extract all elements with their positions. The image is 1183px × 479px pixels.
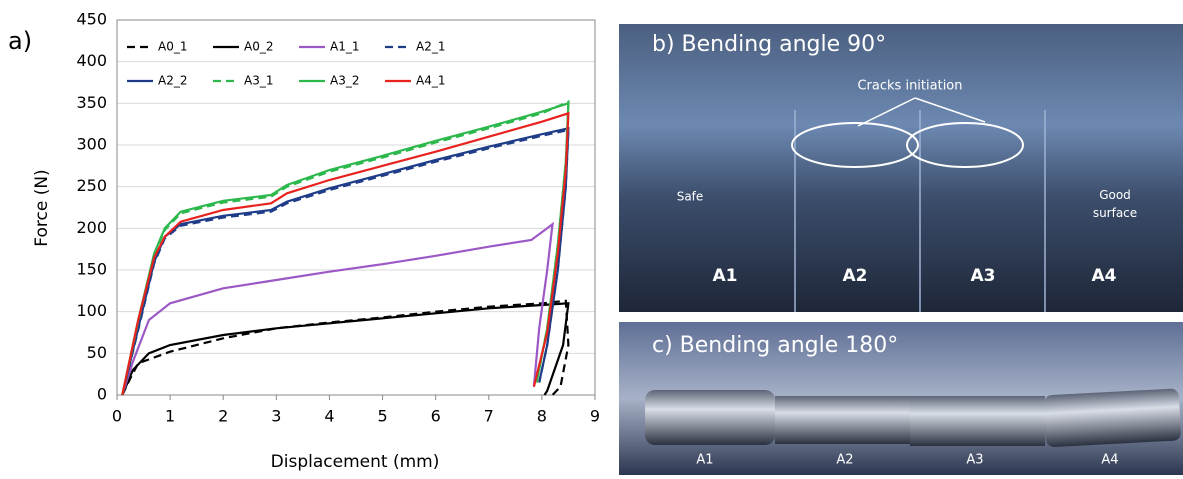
crack-ellipse	[906, 122, 1024, 168]
y-axis-label: Force (N)	[32, 169, 52, 246]
series-line	[121, 99, 570, 396]
photo-title: b) Bending angle 90°	[652, 32, 886, 57]
y-tick-label: 100	[76, 301, 107, 320]
photo-background	[619, 24, 1183, 312]
panel-label: a)	[8, 27, 32, 55]
x-tick-label: 4	[324, 407, 334, 426]
segment-label: A3	[971, 266, 996, 286]
legend-label: A4_1	[416, 74, 445, 88]
y-tick-label: 400	[76, 51, 107, 70]
series-line	[121, 221, 554, 396]
y-tick-label: 0	[97, 385, 107, 404]
x-tick-label: 7	[484, 407, 494, 426]
arrow	[857, 97, 916, 127]
segment-label: A3	[966, 453, 983, 468]
legend-label: A0_2	[244, 40, 273, 54]
y-tick-label: 50	[87, 343, 107, 362]
y-tick-label: 450	[76, 10, 107, 29]
chart-panel	[0, 0, 612, 475]
legend-label: A2_2	[158, 74, 187, 88]
y-tick-label: 250	[76, 176, 107, 195]
photo-title: c) Bending angle 180°	[652, 333, 898, 358]
segment-label: A1	[713, 266, 738, 286]
segment-label: A1	[696, 453, 713, 468]
photo-b	[619, 24, 1183, 312]
annotation: Safe	[677, 190, 704, 204]
legend-label: A0_1	[158, 40, 187, 54]
y-tick-label: 350	[76, 93, 107, 112]
segment-label: A4	[1092, 266, 1117, 286]
x-tick-label: 0	[112, 407, 122, 426]
x-tick-label: 3	[271, 407, 281, 426]
legend-label: A3_2	[330, 74, 359, 88]
y-tick-label: 200	[76, 218, 107, 237]
plot-frame	[116, 19, 596, 396]
segment-label: A4	[1101, 453, 1118, 468]
y-tick-label: 150	[76, 260, 107, 279]
annotation: Cracks initiation	[857, 79, 962, 94]
rod	[775, 396, 910, 444]
legend-label: A2_1	[416, 40, 445, 54]
legend-label: A3_1	[244, 74, 273, 88]
x-tick-label: 9	[590, 407, 600, 426]
rod	[645, 390, 775, 445]
y-tick-label: 300	[76, 135, 107, 154]
x-tick-label: 6	[431, 407, 441, 426]
segment-label: A2	[843, 266, 868, 286]
legend-label: A1_1	[330, 40, 359, 54]
series-line	[121, 299, 570, 396]
arrow	[914, 97, 986, 123]
x-axis-label: Displacement (mm)	[271, 452, 440, 472]
annotation: Good surface	[1092, 188, 1138, 220]
photo-c	[619, 322, 1183, 475]
series-line	[121, 111, 570, 396]
segment-label: A2	[836, 453, 853, 468]
crack-ellipse	[791, 122, 919, 168]
rod	[1044, 388, 1181, 447]
x-tick-label: 2	[218, 407, 228, 426]
annotation-box: Good surface	[1092, 188, 1138, 220]
x-tick-label: 8	[537, 407, 547, 426]
series-line	[121, 302, 570, 396]
x-tick-label: 1	[165, 407, 175, 426]
x-tick-label: 5	[377, 407, 387, 426]
rod	[910, 396, 1045, 446]
